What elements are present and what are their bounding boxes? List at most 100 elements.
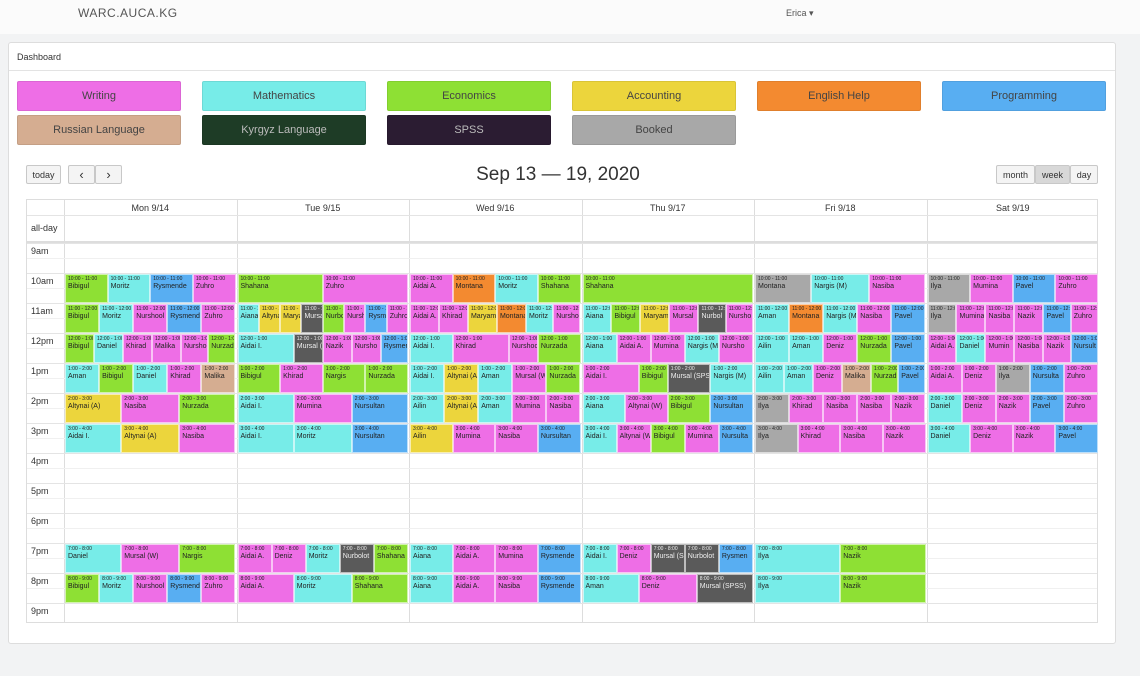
calendar-event[interactable]: 1:00 - 2:00 Ilya [995,364,1030,393]
calendar-event[interactable]: 1:00 - 2:00 Malika [841,364,871,393]
calendar-event[interactable]: 1:00 - 2:00 Aman [65,364,100,393]
calendar-event[interactable]: 10:00 - 11:00 Mumina [970,274,1013,303]
calendar-event[interactable]: 1:00 - 2:00 Khirad [280,364,323,393]
calendar-event[interactable]: 2:00 - 3:00 Ilya [755,394,790,423]
calendar-event[interactable]: 1:00 - 2:00 Nargis (M) [710,364,753,393]
calendar-event[interactable]: 2:00 - 3:00 Aman [478,394,513,423]
calendar-event[interactable]: 12:00 - 1:00 Nursho [180,334,209,363]
calendar-event[interactable]: 8:00 - 9:00 Nazik [840,574,926,603]
calendar-event[interactable]: 3:00 - 4:00 Aidai I. [237,424,294,453]
calendar-event[interactable]: 2:00 - 3:00 Altynai (A) [65,394,122,423]
category-spss[interactable]: SPSS [387,115,551,145]
calendar-event[interactable]: 11:00 - 12:00Maryam [280,304,302,333]
calendar-event[interactable]: 1:00 - 2:00 Altynai (A) [444,364,479,393]
calendar-event[interactable]: 8:00 - 9:00 Moritz [293,574,352,603]
calendar-event[interactable]: 10:00 - 11:00 Moritz [495,274,538,303]
category-booked[interactable]: Booked [572,115,736,145]
calendar-event[interactable]: 1:00 - 2:00 Deniz [812,364,842,393]
calendar-event[interactable]: 2:00 - 3:00 Deniz [961,394,996,423]
calendar-event[interactable]: 3:00 - 4:00 Deniz [970,424,1013,453]
calendar-event[interactable]: 12:00 - 1:00 Mumina [650,334,685,363]
calendar-event[interactable]: 8:00 - 9:00 Moritz [99,574,134,603]
calendar-event[interactable]: 12:00 - 1:00 Aman [789,334,824,363]
calendar-event[interactable]: 8:00 - 9:00 Ilya [755,574,841,603]
calendar-event[interactable]: 3:00 - 4:00 Aidai I. [65,424,122,453]
calendar-event[interactable]: 8:00 - 9:00 Aman [582,574,639,603]
calendar-event[interactable]: 7:00 - 8:00 Shahana [373,544,408,573]
week-view-button[interactable]: week [1035,165,1070,184]
calendar-event[interactable]: 1:00 - 2:00 Nurzada [365,364,408,393]
calendar-event[interactable]: 8:00 - 9:00 Zuhro [201,574,236,603]
calendar-event[interactable]: 12:00 - 1:00 Khirad [122,334,152,363]
category-mathematics[interactable]: Mathematics [202,81,366,111]
calendar-event[interactable]: 1:00 - 2:00 Bibigul [99,364,134,393]
user-menu[interactable]: Erica ▾ [786,8,814,18]
calendar-event[interactable]: 3:00 - 4:00 Altynai (W) [616,424,651,453]
calendar-event[interactable]: 1:00 - 2:00 Zuhro [1063,364,1098,393]
calendar-event[interactable]: 12:00 - 1:00 Aidai I. [237,334,294,363]
calendar-event[interactable]: 11:00 - 12:00Maryam [640,304,670,333]
calendar-event[interactable]: 7:00 - 8:00 Deniz [616,544,651,573]
next-week-button[interactable]: › [95,165,122,184]
calendar-event[interactable]: 7:00 - 8:00 Nazik [840,544,926,573]
calendar-event[interactable]: 2:00 - 3:00 Altynai (W) [625,394,668,423]
calendar-event[interactable]: 8:00 - 9:00 Aiana [410,574,453,603]
calendar-event[interactable]: 3:00 - 4:00 Nasiba [495,424,538,453]
calendar-event[interactable]: 10:00 - 11:00 Pavel [1012,274,1056,303]
category-kyrgyz-language[interactable]: Kyrgyz Language [202,115,366,145]
calendar-event[interactable]: 8:00 - 9:00 Mursal (SPSS) [696,574,753,603]
calendar-event[interactable]: 11:00 - 12:00 Nargis (M) [823,304,858,333]
calendar-event[interactable]: 2:00 - 3:00 Nasiba [857,394,892,423]
calendar-event[interactable]: 8:00 - 9:00 Nasiba [495,574,538,603]
calendar-event[interactable]: 7:00 - 8:00 Ilya [755,544,841,573]
calendar-event[interactable]: 2:00 - 3:00 Nazik [891,394,926,423]
calendar-event[interactable]: 2:00 - 3:00 Zuhro [1063,394,1098,423]
calendar-event[interactable]: 3:00 - 4:00 Moritz [293,424,352,453]
calendar-event[interactable]: 3:00 - 4:00 Aidai I. [582,424,617,453]
calendar-event[interactable]: 1:00 - 2:00 Aidai I. [410,364,445,393]
calendar-event[interactable]: 2:00 - 3:00 Daniel [927,394,962,423]
calendar-event[interactable]: 1:00 - 2:00 Deniz [961,364,996,393]
calendar-event[interactable]: 12:00 - 1:00 Nargis (M) [684,334,719,363]
category-programming[interactable]: Programming [942,81,1106,111]
calendar-event[interactable]: 7:00 - 8:00 Aidai A. [237,544,272,573]
calendar-event[interactable]: 2:00 - 3:00 Bibigul [667,394,711,423]
calendar-event[interactable]: 1:00 - 2:00 Malika [201,364,236,393]
calendar-event[interactable]: 12:00 - 1:00 Rysmer [380,334,408,363]
calendar-event[interactable]: 1:00 - 2:00 Nurzada [546,364,581,393]
calendar-event[interactable]: 3:00 - 4:00 Nursultan [351,424,408,453]
calendar-event[interactable]: 1:00 - 2:00 Nurzad [870,364,899,393]
calendar-event[interactable]: 10:00 - 11:00 Shahana [582,274,753,303]
calendar-event[interactable]: 12:00 - 1:00 Aidai A. [616,334,651,363]
calendar-event[interactable]: 2:00 - 3:00 Pavel [1029,394,1064,423]
calendar-event[interactable]: 2:00 - 3:00 Nursultan [710,394,753,423]
calendar-event[interactable]: 3:00 - 4:00 Mumina [684,424,719,453]
calendar-event[interactable]: 1:00 - 2:00 Aman [783,364,813,393]
calendar-event[interactable]: 3:00 - 4:00 Ailin [410,424,453,453]
calendar-event[interactable]: 7:00 - 8:00 Mursal (S [650,544,685,573]
calendar-event[interactable]: 10:00 - 11:00 Aidai A. [410,274,453,303]
calendar-event[interactable]: 8:00 - 9:00 Bibigul [65,574,100,603]
calendar-event[interactable]: 12:00 - 1:00 Daniel [93,334,123,363]
calendar-event[interactable]: 2:00 - 3:00 Nazik [995,394,1030,423]
calendar-event[interactable]: 2:00 - 3:00 Altynai (A) [444,394,479,423]
day-view-button[interactable]: day [1070,165,1098,184]
calendar-event[interactable]: 8:00 - 9:00 Aidai A. [237,574,294,603]
